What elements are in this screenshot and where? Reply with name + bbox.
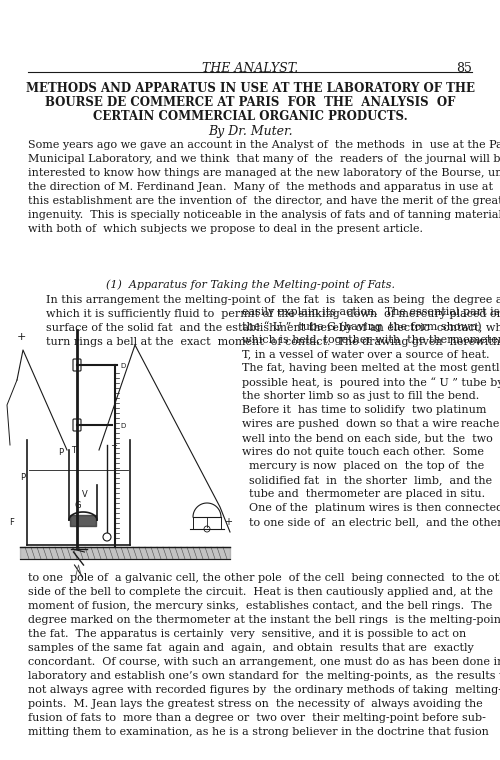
Text: which it is sufficiently fluid to  permit of the sinking  down  of mercury place: which it is sufficiently fluid to permit… bbox=[46, 309, 500, 319]
Text: THE ANALYST.: THE ANALYST. bbox=[202, 62, 298, 75]
Text: moment of fusion, the mercury sinks,  establishes contact, and the bell rings.  : moment of fusion, the mercury sinks, est… bbox=[28, 601, 492, 611]
Text: points.  M. Jean lays the greatest stress on  the necessity of  always avoiding : points. M. Jean lays the greatest stress… bbox=[28, 699, 483, 709]
Text: V: V bbox=[82, 490, 88, 499]
Text: wires do not quite touch each other.  Some: wires do not quite touch each other. Som… bbox=[242, 447, 484, 457]
Text: tube and  thermometer are placed in situ.: tube and thermometer are placed in situ. bbox=[242, 489, 485, 499]
Text: to one  pole of  a galvanic cell, the other pole  of the cell  being connected  : to one pole of a galvanic cell, the othe… bbox=[28, 573, 500, 583]
Text: P: P bbox=[58, 448, 64, 457]
Text: T: T bbox=[111, 445, 116, 454]
Text: wires are pushed  down so that a wire reaches: wires are pushed down so that a wire rea… bbox=[242, 419, 500, 429]
Text: +: + bbox=[17, 332, 26, 342]
Text: CERTAIN COMMERCIAL ORGANIC PRODUCTS.: CERTAIN COMMERCIAL ORGANIC PRODUCTS. bbox=[92, 110, 407, 123]
Text: G: G bbox=[75, 501, 81, 510]
Text: easily explain its action.  The essential part is: easily explain its action. The essential… bbox=[242, 307, 500, 317]
Text: interested to know how things are managed at the new laboratory of the Bourse, u: interested to know how things are manage… bbox=[28, 168, 500, 178]
Text: with both of  which subjects we propose to deal in the present article.: with both of which subjects we propose t… bbox=[28, 224, 423, 234]
Text: samples of the same fat  again and  again,  and obtain  results that are  exactl: samples of the same fat again and again,… bbox=[28, 643, 474, 653]
Text: fusion of fats to  more than a degree or  two over  their melting-point before s: fusion of fats to more than a degree or … bbox=[28, 713, 486, 723]
Circle shape bbox=[103, 533, 111, 541]
Text: not always agree with recorded figures by  the ordinary methods of taking  melti: not always agree with recorded figures b… bbox=[28, 685, 500, 695]
Text: degree marked on the thermometer at the instant the bell rings  is the melting-p: degree marked on the thermometer at the … bbox=[28, 615, 500, 625]
Text: D: D bbox=[120, 423, 125, 429]
Text: laboratory and establish one’s own standard for  the melting-points, as  the res: laboratory and establish one’s own stand… bbox=[28, 671, 500, 681]
FancyBboxPatch shape bbox=[73, 359, 81, 371]
Text: +: + bbox=[224, 517, 232, 527]
Text: to one side of  an electric bell,  and the other: to one side of an electric bell, and the… bbox=[242, 517, 500, 527]
Text: the “ U ”  tube G (having  the form shown): the “ U ” tube G (having the form shown) bbox=[242, 321, 482, 332]
Text: surface of the solid fat  and the establishment thereby of an electric  contact,: surface of the solid fat and the establi… bbox=[46, 323, 500, 333]
Text: One of the  platinum wires is then connected: One of the platinum wires is then connec… bbox=[242, 503, 500, 513]
Text: mitting them to examination, as he is a strong believer in the doctrine that fus: mitting them to examination, as he is a … bbox=[28, 727, 489, 737]
Text: Before it  has time to solidify  two platinum: Before it has time to solidify two plati… bbox=[242, 405, 486, 415]
Text: concordant.  Of course, with such an arrangement, one must do as has been done i: concordant. Of course, with such an arra… bbox=[28, 657, 500, 667]
Text: the shorter limb so as just to fill the bend.: the shorter limb so as just to fill the … bbox=[242, 391, 479, 401]
Text: 85: 85 bbox=[456, 62, 472, 75]
Text: solidified fat  in  the shorter  limb,  and the: solidified fat in the shorter limb, and … bbox=[242, 475, 492, 485]
Text: Some years ago we gave an account in the Analyst of  the methods  in  use at the: Some years ago we gave an account in the… bbox=[28, 140, 500, 150]
Text: METHODS AND APPARATUS IN USE AT THE LABORATORY OF THE: METHODS AND APPARATUS IN USE AT THE LABO… bbox=[26, 82, 474, 95]
Text: The fat, having been melted at the most gentle: The fat, having been melted at the most … bbox=[242, 363, 500, 373]
Text: turn rings a bell at the  exact  moment  of contact.  The drawing given  herewit: turn rings a bell at the exact moment of… bbox=[46, 337, 500, 347]
FancyBboxPatch shape bbox=[73, 419, 81, 431]
Text: side of the bell to complete the circuit.  Heat is then cautiously applied and, : side of the bell to complete the circuit… bbox=[28, 587, 493, 597]
Text: By Dr. Muter.: By Dr. Muter. bbox=[208, 125, 292, 138]
Text: the direction of M. Ferdinand Jean.  Many of  the methods and apparatus in use a: the direction of M. Ferdinand Jean. Many… bbox=[28, 182, 493, 192]
Text: F: F bbox=[9, 518, 14, 527]
Text: the fat.  The apparatus is certainly  very  sensitive, and it is possible to act: the fat. The apparatus is certainly very… bbox=[28, 629, 466, 639]
Circle shape bbox=[204, 526, 210, 532]
Text: P: P bbox=[20, 473, 25, 482]
Text: which is held, together with  the thermometer: which is held, together with the thermom… bbox=[242, 335, 500, 345]
Text: mercury is now  placed on  the top of  the: mercury is now placed on the top of the bbox=[242, 461, 484, 471]
Text: well into the bend on each side, but the  two: well into the bend on each side, but the… bbox=[242, 433, 493, 443]
Text: Municipal Laboratory, and we think  that many of  the  readers of  the journal w: Municipal Laboratory, and we think that … bbox=[28, 154, 500, 164]
Text: BOURSE DE COMMERCE AT PARIS  FOR  THE  ANALYSIS  OF: BOURSE DE COMMERCE AT PARIS FOR THE ANAL… bbox=[45, 96, 455, 109]
Text: ingenuity.  This is specially noticeable in the analysis of fats and of tanning : ingenuity. This is specially noticeable … bbox=[28, 210, 500, 220]
Text: T: T bbox=[71, 446, 76, 455]
Text: possible heat, is  poured into the “ U ” tube by: possible heat, is poured into the “ U ” … bbox=[242, 377, 500, 388]
Text: D: D bbox=[120, 363, 125, 369]
Text: (1)  Apparatus for Taking the Melting-point of Fats.: (1) Apparatus for Taking the Melting-poi… bbox=[106, 279, 395, 290]
Text: In this arrangement the melting-point of  the fat  is  taken as being  the degre: In this arrangement the melting-point of… bbox=[46, 295, 500, 305]
Text: T, in a vessel of water over a source of heat.: T, in a vessel of water over a source of… bbox=[242, 349, 490, 359]
Text: this establishment are the invention of  the director, and have the merit of the: this establishment are the invention of … bbox=[28, 196, 500, 206]
